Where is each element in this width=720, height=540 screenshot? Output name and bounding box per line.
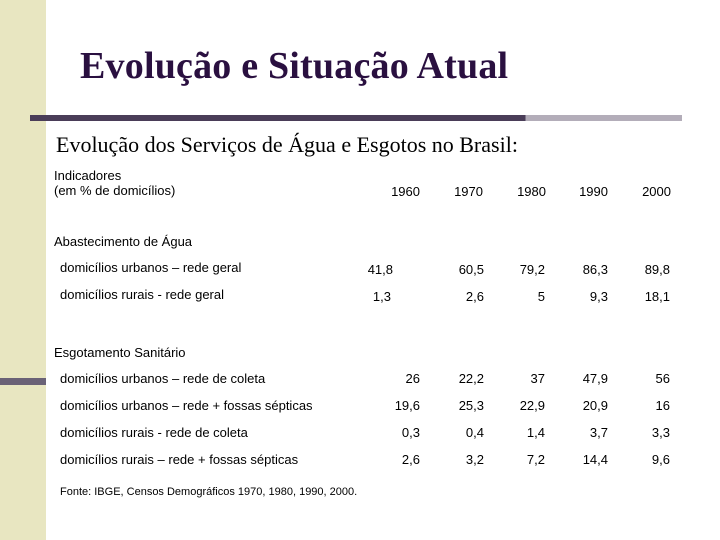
table-cell: 41,8 bbox=[367, 262, 393, 277]
table-cell: 60,5 bbox=[458, 262, 484, 277]
slide-title: Evolução e Situação Atual bbox=[80, 45, 509, 87]
slide-subtitle: Evolução dos Serviços de Água e Esgotos … bbox=[56, 132, 518, 157]
source-note: Fonte: IBGE, Censos Demográficos 1970, 1… bbox=[60, 486, 358, 498]
table-cell: 89,8 bbox=[644, 262, 670, 277]
table-cell: 47,9 bbox=[582, 371, 608, 386]
table-header-unit: (em % de domicílios) bbox=[54, 183, 176, 198]
year-header: 1960 bbox=[391, 184, 420, 199]
table-row-label: domicílios rurais – rede + fossas séptic… bbox=[60, 452, 299, 467]
table-cell: 9,6 bbox=[651, 452, 670, 467]
table-cell: 26 bbox=[405, 371, 420, 386]
table-cell: 0,4 bbox=[465, 425, 484, 440]
table-cell: 14,4 bbox=[582, 452, 608, 467]
table-cell: 9,3 bbox=[589, 289, 608, 304]
table-cell: 18,1 bbox=[644, 289, 670, 304]
table-cell: 86,3 bbox=[582, 262, 608, 277]
left-decorative-band bbox=[0, 0, 46, 540]
table-cell: 19,6 bbox=[394, 398, 420, 413]
table-cell: 56 bbox=[655, 371, 670, 386]
table-cell: 1,3 bbox=[372, 289, 391, 304]
table-row-label: domicílios urbanos – rede + fossas sépti… bbox=[60, 398, 313, 413]
table-cell: 2,6 bbox=[465, 289, 484, 304]
table-cell: 3,2 bbox=[465, 452, 484, 467]
year-header: 1970 bbox=[454, 184, 483, 199]
table-cell: 79,2 bbox=[519, 262, 545, 277]
table-row-label: domicílios rurais - rede geral bbox=[60, 287, 225, 302]
table-cell: 20,9 bbox=[582, 398, 608, 413]
table-header-label: Indicadores bbox=[54, 168, 122, 183]
table-cell: 25,3 bbox=[458, 398, 484, 413]
table-cell: 3,3 bbox=[651, 425, 670, 440]
table-cell: 5 bbox=[537, 289, 545, 304]
table-cell: 1,4 bbox=[526, 425, 545, 440]
year-header: 1990 bbox=[579, 184, 608, 199]
table-cell: 22,2 bbox=[458, 371, 484, 386]
table-row-label: domicílios urbanos – rede de coleta bbox=[60, 371, 266, 386]
left-band-accent bbox=[0, 378, 46, 385]
table-cell: 37 bbox=[530, 371, 545, 386]
table-cell: 7,2 bbox=[526, 452, 545, 467]
table-row-label: domicílios urbanos – rede geral bbox=[60, 260, 242, 275]
table-row-label: domicílios rurais - rede de coleta bbox=[60, 425, 248, 440]
section-title-sewage: Esgotamento Sanitário bbox=[54, 345, 186, 360]
table-cell: 22,9 bbox=[519, 398, 545, 413]
table-cell: 0,3 bbox=[401, 425, 420, 440]
year-header: 2000 bbox=[642, 184, 671, 199]
title-underline-rule bbox=[30, 115, 682, 121]
year-header: 1980 bbox=[517, 184, 546, 199]
table-cell: 3,7 bbox=[589, 425, 608, 440]
table-cell: 2,6 bbox=[401, 452, 420, 467]
table-cell: 16 bbox=[655, 398, 670, 413]
section-title-water: Abastecimento de Água bbox=[54, 234, 193, 249]
